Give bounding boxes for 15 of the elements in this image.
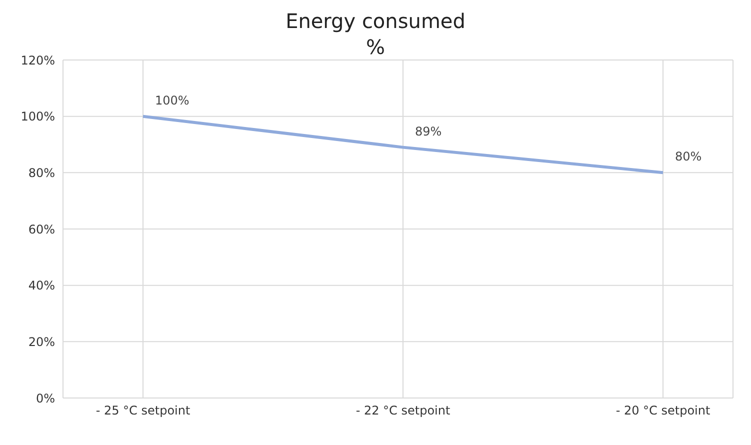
y-tick-label: 120% [20, 53, 55, 68]
y-tick-label: 0% [36, 391, 55, 406]
x-tick-label: - 25 °C setpoint [96, 404, 190, 418]
x-tick-label: - 20 °C setpoint [616, 404, 710, 418]
x-tick-label: - 22 °C setpoint [356, 404, 450, 418]
chart-title: Energy consumed [284, 8, 466, 34]
y-tick-label: 60% [28, 222, 55, 236]
y-tick-label: 80% [28, 166, 55, 180]
chart-subtitle: % [366, 35, 385, 59]
data-label: 100% [155, 93, 190, 108]
y-tick-label: 20% [28, 334, 55, 349]
y-tick-label: 100% [20, 110, 55, 124]
data-label: 80% [675, 150, 702, 164]
y-tick-label: 40% [28, 278, 55, 293]
data-label: 89% [415, 124, 442, 138]
